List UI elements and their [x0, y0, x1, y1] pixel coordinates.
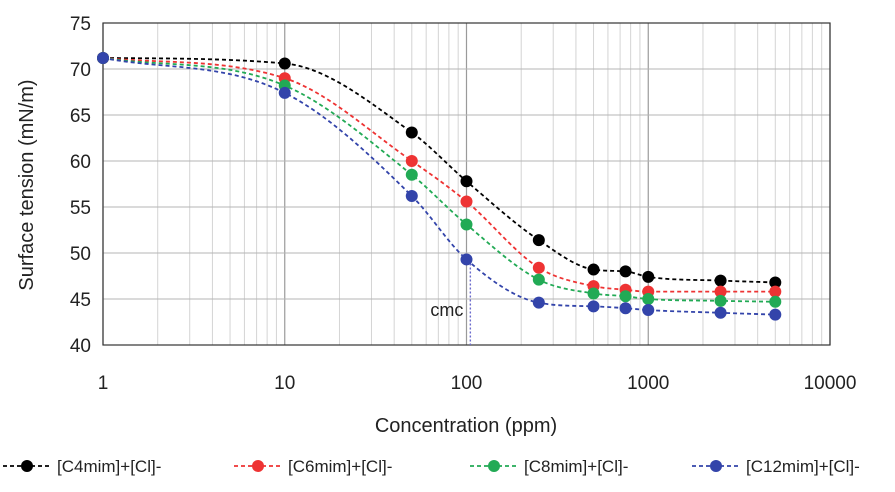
x-axis-title: Concentration (ppm)	[375, 415, 557, 437]
legend: [C4mim]+[Cl]- [C6mim]+[Cl]- [C8mim]+[Cl]- […	[3, 457, 860, 476]
data-point-series-1	[769, 285, 782, 298]
data-point-series-2	[405, 168, 418, 181]
plot-area-border	[102, 22, 831, 346]
data-point-series-1	[714, 285, 727, 298]
y-tick-label: 65	[70, 106, 91, 127]
legend-marker	[488, 460, 500, 472]
series-line-3	[102, 57, 776, 316]
legend-label: [C6mim]+[Cl]-	[288, 457, 392, 476]
x-tick-label: 1	[98, 373, 109, 394]
x-tick-label: 100	[451, 373, 483, 394]
data-point-series-3	[460, 253, 473, 266]
data-point-series-0	[532, 234, 545, 247]
cmc-label: cmc	[430, 300, 463, 320]
annotations: cmc	[430, 259, 472, 345]
data-point-series-0	[714, 274, 727, 287]
data-point-series-1	[532, 261, 545, 274]
data-point-series-3	[642, 304, 655, 317]
legend-item-0: [C4mim]+[Cl]-	[3, 457, 161, 476]
legend-item-1: [C6mim]+[Cl]-	[234, 457, 392, 476]
data-point-series-2	[460, 218, 473, 231]
data-point-series-2	[532, 273, 545, 286]
legend-label: [C4mim]+[Cl]-	[57, 457, 161, 476]
data-point-series-3	[278, 86, 291, 99]
data-point-series-3	[619, 302, 632, 315]
legend-marker	[21, 460, 33, 472]
legend-item-3: [C12mim]+[Cl]-	[692, 457, 860, 476]
data-point-series-0	[278, 57, 291, 70]
legend-marker	[710, 460, 722, 472]
data-point-series-0	[769, 276, 782, 289]
data-point-series-3	[587, 300, 600, 313]
legend-label: [C8mim]+[Cl]-	[524, 457, 628, 476]
data-point-series-3	[97, 51, 109, 64]
legend-item-2: [C8mim]+[Cl]-	[470, 457, 628, 476]
data-point-series-0	[642, 270, 655, 283]
data-point-series-0	[619, 265, 632, 278]
data-point-series-2	[619, 290, 632, 303]
data-point-series-0	[405, 126, 418, 139]
data-point-series-0	[587, 263, 600, 276]
x-tick-labels: 1 10 100 1000 10000	[98, 373, 857, 394]
data-point-series-2	[587, 287, 600, 300]
data-point-series-3	[714, 306, 727, 319]
legend-label: [C12mim]+[Cl]-	[746, 457, 860, 476]
data-point-series-2	[642, 293, 655, 305]
data-point-series-3	[532, 296, 545, 309]
data-point-series-3	[769, 308, 782, 321]
legend-marker	[252, 460, 264, 472]
y-tick-label: 50	[70, 244, 91, 265]
data-point-series-2	[769, 295, 782, 308]
x-tick-label: 10000	[804, 373, 857, 394]
data-point-series-0	[460, 175, 473, 188]
y-tick-label: 75	[70, 14, 91, 35]
data-point-series-1	[405, 155, 418, 167]
series-points	[97, 51, 782, 321]
y-tick-label: 40	[70, 336, 91, 357]
y-tick-label: 45	[70, 290, 91, 311]
y-axis-title: Surface tension (mN/m)	[16, 79, 38, 290]
y-tick-labels: 40 45 50 55 60 65 70 75	[70, 14, 91, 357]
y-tick-label: 70	[70, 60, 91, 81]
x-tick-label: 1000	[627, 373, 669, 394]
y-tick-label: 55	[70, 198, 91, 219]
y-tick-label: 60	[70, 152, 91, 173]
data-point-series-1	[460, 195, 473, 208]
x-tick-label: 10	[274, 373, 295, 394]
data-point-series-3	[405, 189, 418, 202]
data-point-series-2	[714, 294, 727, 307]
